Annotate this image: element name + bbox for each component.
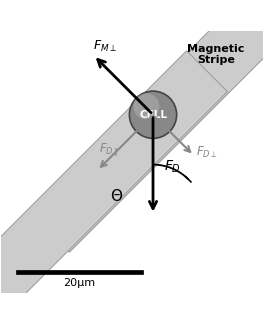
Polygon shape — [0, 51, 228, 324]
Text: $\Theta$: $\Theta$ — [110, 188, 123, 204]
Polygon shape — [29, 0, 264, 252]
Text: $F_{D\parallel}$: $F_{D\parallel}$ — [99, 141, 119, 158]
Text: $F_D$: $F_D$ — [163, 158, 181, 175]
Bar — [16, 270, 143, 273]
Text: 20μm: 20μm — [63, 278, 96, 288]
Text: $F_{M\perp}$: $F_{M\perp}$ — [93, 39, 117, 54]
Text: CELL: CELL — [139, 110, 167, 120]
Circle shape — [129, 91, 177, 138]
Text: Magnetic
Stripe: Magnetic Stripe — [187, 44, 245, 65]
Circle shape — [133, 93, 159, 119]
Text: $F_{D\perp}$: $F_{D\perp}$ — [196, 145, 218, 160]
